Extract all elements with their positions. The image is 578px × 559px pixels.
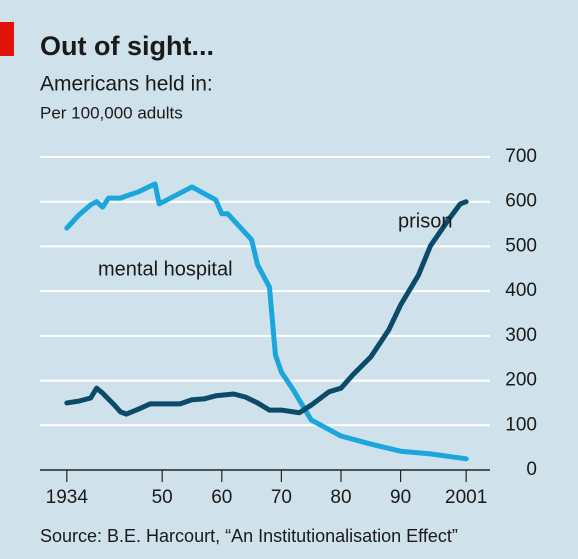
subtitle: Americans held in: — [40, 73, 213, 96]
y-tick-label: 600 — [505, 191, 537, 212]
x-tick-label: 2001 — [445, 487, 487, 508]
chart-title: Out of sight... — [40, 31, 214, 61]
x-tick-label: 90 — [390, 487, 411, 508]
y-tick-label: 300 — [505, 325, 537, 346]
source: Source: B.E. Harcourt, “An Institutional… — [40, 526, 458, 546]
y-tick-label: 100 — [505, 414, 537, 435]
y-tick-label: 0 — [526, 459, 537, 480]
red-tag — [0, 22, 14, 56]
y-axis-label: Per 100,000 adults — [40, 103, 183, 122]
series-line — [64, 199, 469, 417]
x-tick-label: 70 — [271, 487, 292, 508]
series-label: prison — [398, 210, 452, 232]
series-label: mental hospital — [98, 258, 233, 280]
y-tick-label: 400 — [505, 280, 537, 301]
y-tick-label: 200 — [505, 370, 537, 391]
x-tick-label: 80 — [330, 487, 351, 508]
x-tick-label: 1934 — [46, 487, 89, 508]
x-tick-label: 50 — [152, 487, 173, 508]
y-tick-label: 700 — [505, 146, 537, 167]
x-tick-label: 60 — [211, 487, 232, 508]
y-tick-label: 500 — [505, 235, 537, 256]
series-line — [64, 181, 469, 462]
